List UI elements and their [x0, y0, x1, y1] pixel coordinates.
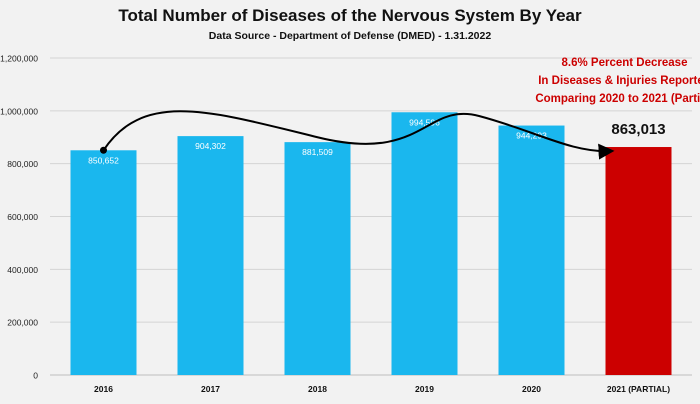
x-tick-label: 2017 [201, 384, 220, 394]
bar [70, 150, 137, 375]
value-label: 904,302 [195, 141, 226, 151]
value-label: 863,013 [611, 121, 665, 138]
y-tick-label: 800,000 [7, 159, 38, 169]
x-tick-label: 2016 [94, 384, 113, 394]
bar [498, 125, 565, 376]
trend-curve-start-dot [100, 146, 107, 154]
bar [177, 136, 244, 375]
chart-subtitle: Data Source - Department of Defense (DME… [208, 30, 492, 42]
annotation-line: 8.6% Percent Decrease [562, 57, 688, 69]
y-tick-label: 200,000 [7, 318, 38, 328]
y-tick-label: 600,000 [7, 212, 38, 222]
y-tick-label: 0 [33, 371, 38, 381]
bar [284, 142, 351, 375]
y-tick-label: 400,000 [7, 265, 38, 275]
x-tick-label: 2021 (PARTIAL) [607, 384, 670, 394]
value-label: 994,596 [409, 117, 440, 127]
x-tick-label: 2018 [308, 384, 327, 394]
x-tick-label: 2019 [415, 384, 434, 394]
bar [391, 112, 458, 375]
x-tick-label: 2020 [522, 384, 541, 394]
y-tick-label: 1,000,000 [0, 106, 38, 116]
value-label: 850,652 [88, 155, 119, 165]
value-label: 944,293 [516, 131, 547, 141]
bar [605, 147, 672, 375]
annotation-line: In Diseases & Injuries Reported [538, 75, 700, 87]
trend-curve [102, 110, 615, 160]
annotation-line: Comparing 2020 to 2021 (Partial) [535, 93, 700, 105]
y-tick-label: 1,200,000 [0, 54, 38, 64]
chart-title: Total Number of Diseases of the Nervous … [118, 6, 582, 25]
value-label: 881,509 [302, 147, 333, 157]
